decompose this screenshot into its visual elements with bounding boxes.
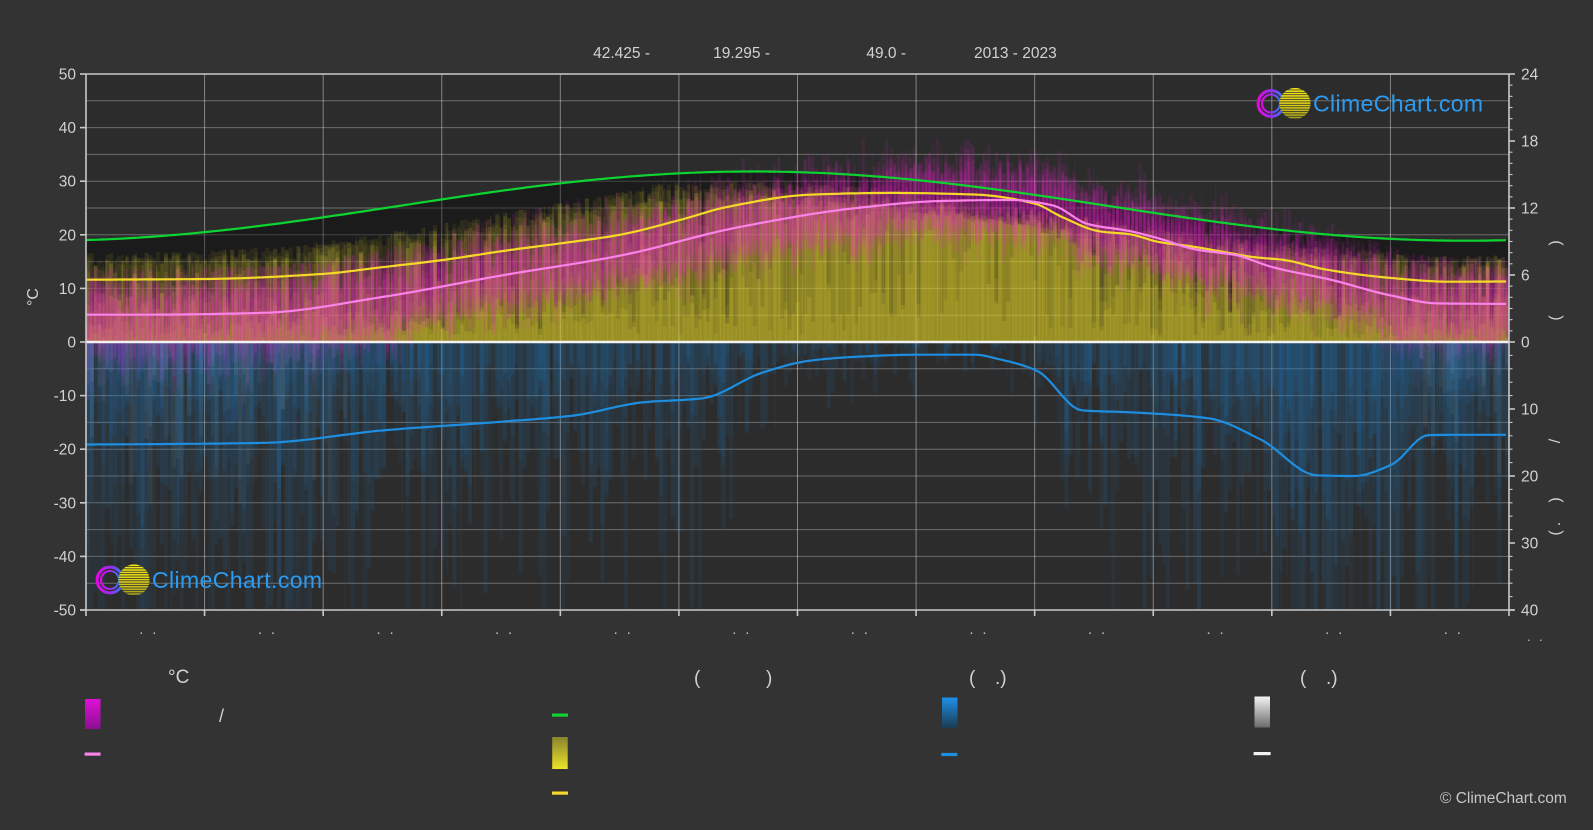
svg-text:ClimeChart.com: ClimeChart.com [1313,90,1483,116]
svg-text:.: . [1457,621,1461,638]
svg-text:.: . [495,621,499,638]
svg-text:40: 40 [59,120,77,137]
svg-text:.: . [139,621,143,638]
svg-text:.: . [508,621,512,638]
svg-text:/: / [219,706,224,726]
svg-text:.: . [258,621,262,638]
svg-text:.: . [152,621,156,638]
svg-text:.: . [1547,522,1564,526]
svg-text:24: 24 [1521,67,1539,84]
svg-text:.: . [271,621,275,638]
svg-text:.: . [1338,621,1342,638]
svg-text:6: 6 [1521,268,1530,285]
svg-text:-50: -50 [54,603,77,620]
svg-text:.: . [864,621,868,638]
svg-text:): ) [1547,240,1564,245]
svg-text:(: ( [694,668,701,689]
svg-text:.: . [1527,629,1531,644]
svg-text:.: . [969,621,973,638]
svg-text:.: . [982,621,986,638]
svg-text:°C: °C [168,667,189,688]
svg-text:.: . [1088,621,1092,638]
svg-text:19.295 -: 19.295 - [713,45,770,62]
svg-text:-20: -20 [54,442,77,459]
svg-text:.: . [614,621,618,638]
svg-text:°C: °C [25,288,42,306]
svg-text:.: . [1325,621,1329,638]
svg-text:.): .) [995,668,1007,689]
svg-text:10: 10 [59,281,77,298]
svg-text:18: 18 [1521,134,1538,151]
svg-text:30: 30 [1521,536,1539,553]
svg-text:-10: -10 [54,388,77,405]
svg-text:): ) [766,668,772,689]
svg-text:30: 30 [59,174,77,191]
svg-text:49.0 -: 49.0 - [866,45,906,62]
svg-text:12: 12 [1521,201,1538,218]
svg-text:2013 - 2023: 2013 - 2023 [974,45,1057,62]
svg-text:10: 10 [1521,402,1539,419]
svg-text:.: . [627,621,631,638]
svg-text:.: . [377,621,381,638]
svg-text:0: 0 [1521,335,1530,352]
svg-text:.: . [1220,621,1224,638]
svg-text:© ClimeChart.com: © ClimeChart.com [1440,790,1567,807]
svg-text:20: 20 [59,227,77,244]
svg-text:.: . [1444,621,1448,638]
svg-text:50: 50 [59,67,77,84]
svg-text:(: ( [1547,315,1564,321]
svg-text:): ) [1547,497,1564,502]
svg-text:-30: -30 [54,495,77,512]
svg-text:-40: -40 [54,549,77,566]
svg-text:20: 20 [1521,469,1539,486]
svg-text:/: / [1547,438,1564,443]
svg-text:.: . [1539,629,1543,644]
svg-text:(: ( [969,668,976,689]
svg-text:(: ( [1547,530,1564,536]
svg-text:40: 40 [1521,603,1539,620]
svg-text:0: 0 [67,335,76,352]
svg-text:.: . [1101,621,1105,638]
svg-text:(: ( [1300,668,1307,689]
svg-text:42.425 -: 42.425 - [593,45,650,62]
svg-text:.: . [851,621,855,638]
svg-text:.: . [1207,621,1211,638]
svg-text:.: . [732,621,736,638]
svg-text:.: . [390,621,394,638]
svg-text:.): .) [1326,668,1338,689]
svg-text:ClimeChart.com: ClimeChart.com [152,567,322,593]
svg-text:.: . [745,621,749,638]
